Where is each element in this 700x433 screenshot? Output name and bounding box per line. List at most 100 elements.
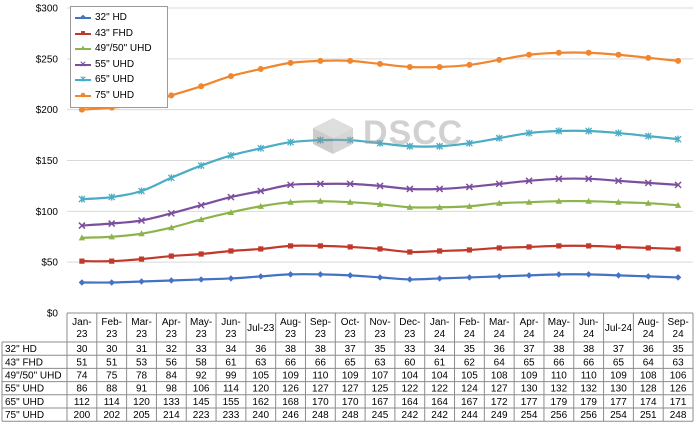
table-cell: 120 xyxy=(133,397,150,408)
table-cell: 60 xyxy=(404,357,416,368)
data-point xyxy=(227,151,235,159)
x-tick-label: Sep-24 xyxy=(668,317,689,340)
legend-label: 32" HD xyxy=(95,12,127,23)
data-point xyxy=(436,185,444,193)
data-point xyxy=(555,127,563,135)
table-cell: 167 xyxy=(461,397,478,408)
y-tick-label: $150 xyxy=(36,156,59,167)
table-row-label: 75" UHD xyxy=(5,410,44,421)
table-cell: 63 xyxy=(673,357,685,368)
table-cell: 107 xyxy=(372,371,389,382)
x-tick-label: Mar-24 xyxy=(489,317,510,340)
table-cell: 61 xyxy=(434,357,446,368)
data-point xyxy=(377,246,383,252)
table-cell: 114 xyxy=(223,384,239,395)
series-markers xyxy=(78,49,682,286)
table-cell: 31 xyxy=(136,344,148,355)
table-cell: 65 xyxy=(613,357,625,368)
data-point xyxy=(615,244,622,250)
table-cell: 63 xyxy=(255,357,267,368)
table-cell: 246 xyxy=(282,410,299,421)
table-cell: 34 xyxy=(434,344,446,355)
watermark-text: DSCC xyxy=(363,114,464,152)
data-point xyxy=(108,279,115,286)
table-cell: 248 xyxy=(670,410,687,421)
table-cell: 51 xyxy=(76,357,88,368)
table-cell: 109 xyxy=(282,371,299,382)
y-tick-label: $100 xyxy=(36,207,59,218)
data-point xyxy=(615,198,622,205)
y-axis: $0 $50 $100 $150 $200 $250 $300 xyxy=(36,4,59,320)
data-point xyxy=(407,249,413,255)
data-point xyxy=(556,243,562,249)
table-cell: 84 xyxy=(166,371,178,382)
data-point xyxy=(496,245,502,251)
data-point xyxy=(436,142,444,150)
table-cell: 251 xyxy=(640,410,657,421)
table-cell: 38 xyxy=(315,344,327,355)
table-cell: 105 xyxy=(252,371,269,382)
table-cell: 61 xyxy=(225,357,237,368)
table-cell: 127 xyxy=(491,384,508,395)
table-cell: 128 xyxy=(640,384,657,395)
table-cell: 174 xyxy=(640,397,657,408)
table-cell: 170 xyxy=(342,397,359,408)
data-point xyxy=(108,220,116,228)
data-point xyxy=(645,273,652,280)
x-tick-label: Dec-23 xyxy=(399,317,420,340)
data-point xyxy=(257,202,264,209)
table-cell: 78 xyxy=(136,371,148,382)
data-point xyxy=(555,271,563,278)
data-point xyxy=(317,243,323,249)
table-cell: 133 xyxy=(163,397,180,408)
table-cell: 110 xyxy=(581,371,597,382)
table-cell: 38 xyxy=(553,344,565,355)
table-cell: 248 xyxy=(342,410,359,421)
data-point xyxy=(406,203,414,210)
table-cell: 254 xyxy=(610,410,627,421)
y-tick-label: $200 xyxy=(36,105,59,116)
legend-item: 49"/50" UHD xyxy=(71,42,167,56)
data-point xyxy=(138,230,145,237)
table-cell: 124 xyxy=(461,384,478,395)
table-cell: 233 xyxy=(223,410,240,421)
data-point xyxy=(585,175,593,183)
table-cell: 145 xyxy=(193,397,210,408)
data-point xyxy=(227,275,235,282)
legend-item: 75" UHD xyxy=(71,89,167,103)
table-cell: 108 xyxy=(491,371,508,382)
data-point xyxy=(78,222,86,230)
data-point xyxy=(316,136,324,144)
table-cell: 66 xyxy=(553,357,565,368)
data-point xyxy=(555,175,563,183)
data-point xyxy=(436,203,443,210)
table-cell: 63 xyxy=(374,357,386,368)
table-cell: 108 xyxy=(640,371,657,382)
table-cell: 64 xyxy=(494,357,506,368)
table-cell: 106 xyxy=(670,371,687,382)
data-point xyxy=(674,274,682,281)
x-tick-label: Jun-24 xyxy=(579,317,598,340)
table-cell: 109 xyxy=(342,371,359,382)
table-cell: 33 xyxy=(196,344,208,355)
table-cell: 155 xyxy=(223,397,240,408)
table-cell: 66 xyxy=(315,357,327,368)
data-point xyxy=(645,245,651,251)
legend-marker-icon xyxy=(80,76,86,82)
data-point xyxy=(317,57,324,64)
table-cell: 99 xyxy=(225,371,237,382)
legend-item: 43" FHD xyxy=(71,27,167,41)
data-point xyxy=(466,247,473,253)
table-cell: 98 xyxy=(166,384,178,395)
dscc-watermark: DSCC xyxy=(305,112,475,158)
data-point xyxy=(167,209,175,217)
table-row-label: 32" HD xyxy=(5,344,37,355)
data-point xyxy=(466,274,473,281)
data-point xyxy=(316,180,324,188)
x-tick-label: Mar-23 xyxy=(131,317,152,340)
table-cell: 179 xyxy=(580,397,597,408)
table-cell: 62 xyxy=(464,357,476,368)
table-cell: 164 xyxy=(431,397,448,408)
table-cell: 122 xyxy=(431,384,448,395)
data-point xyxy=(197,162,205,170)
